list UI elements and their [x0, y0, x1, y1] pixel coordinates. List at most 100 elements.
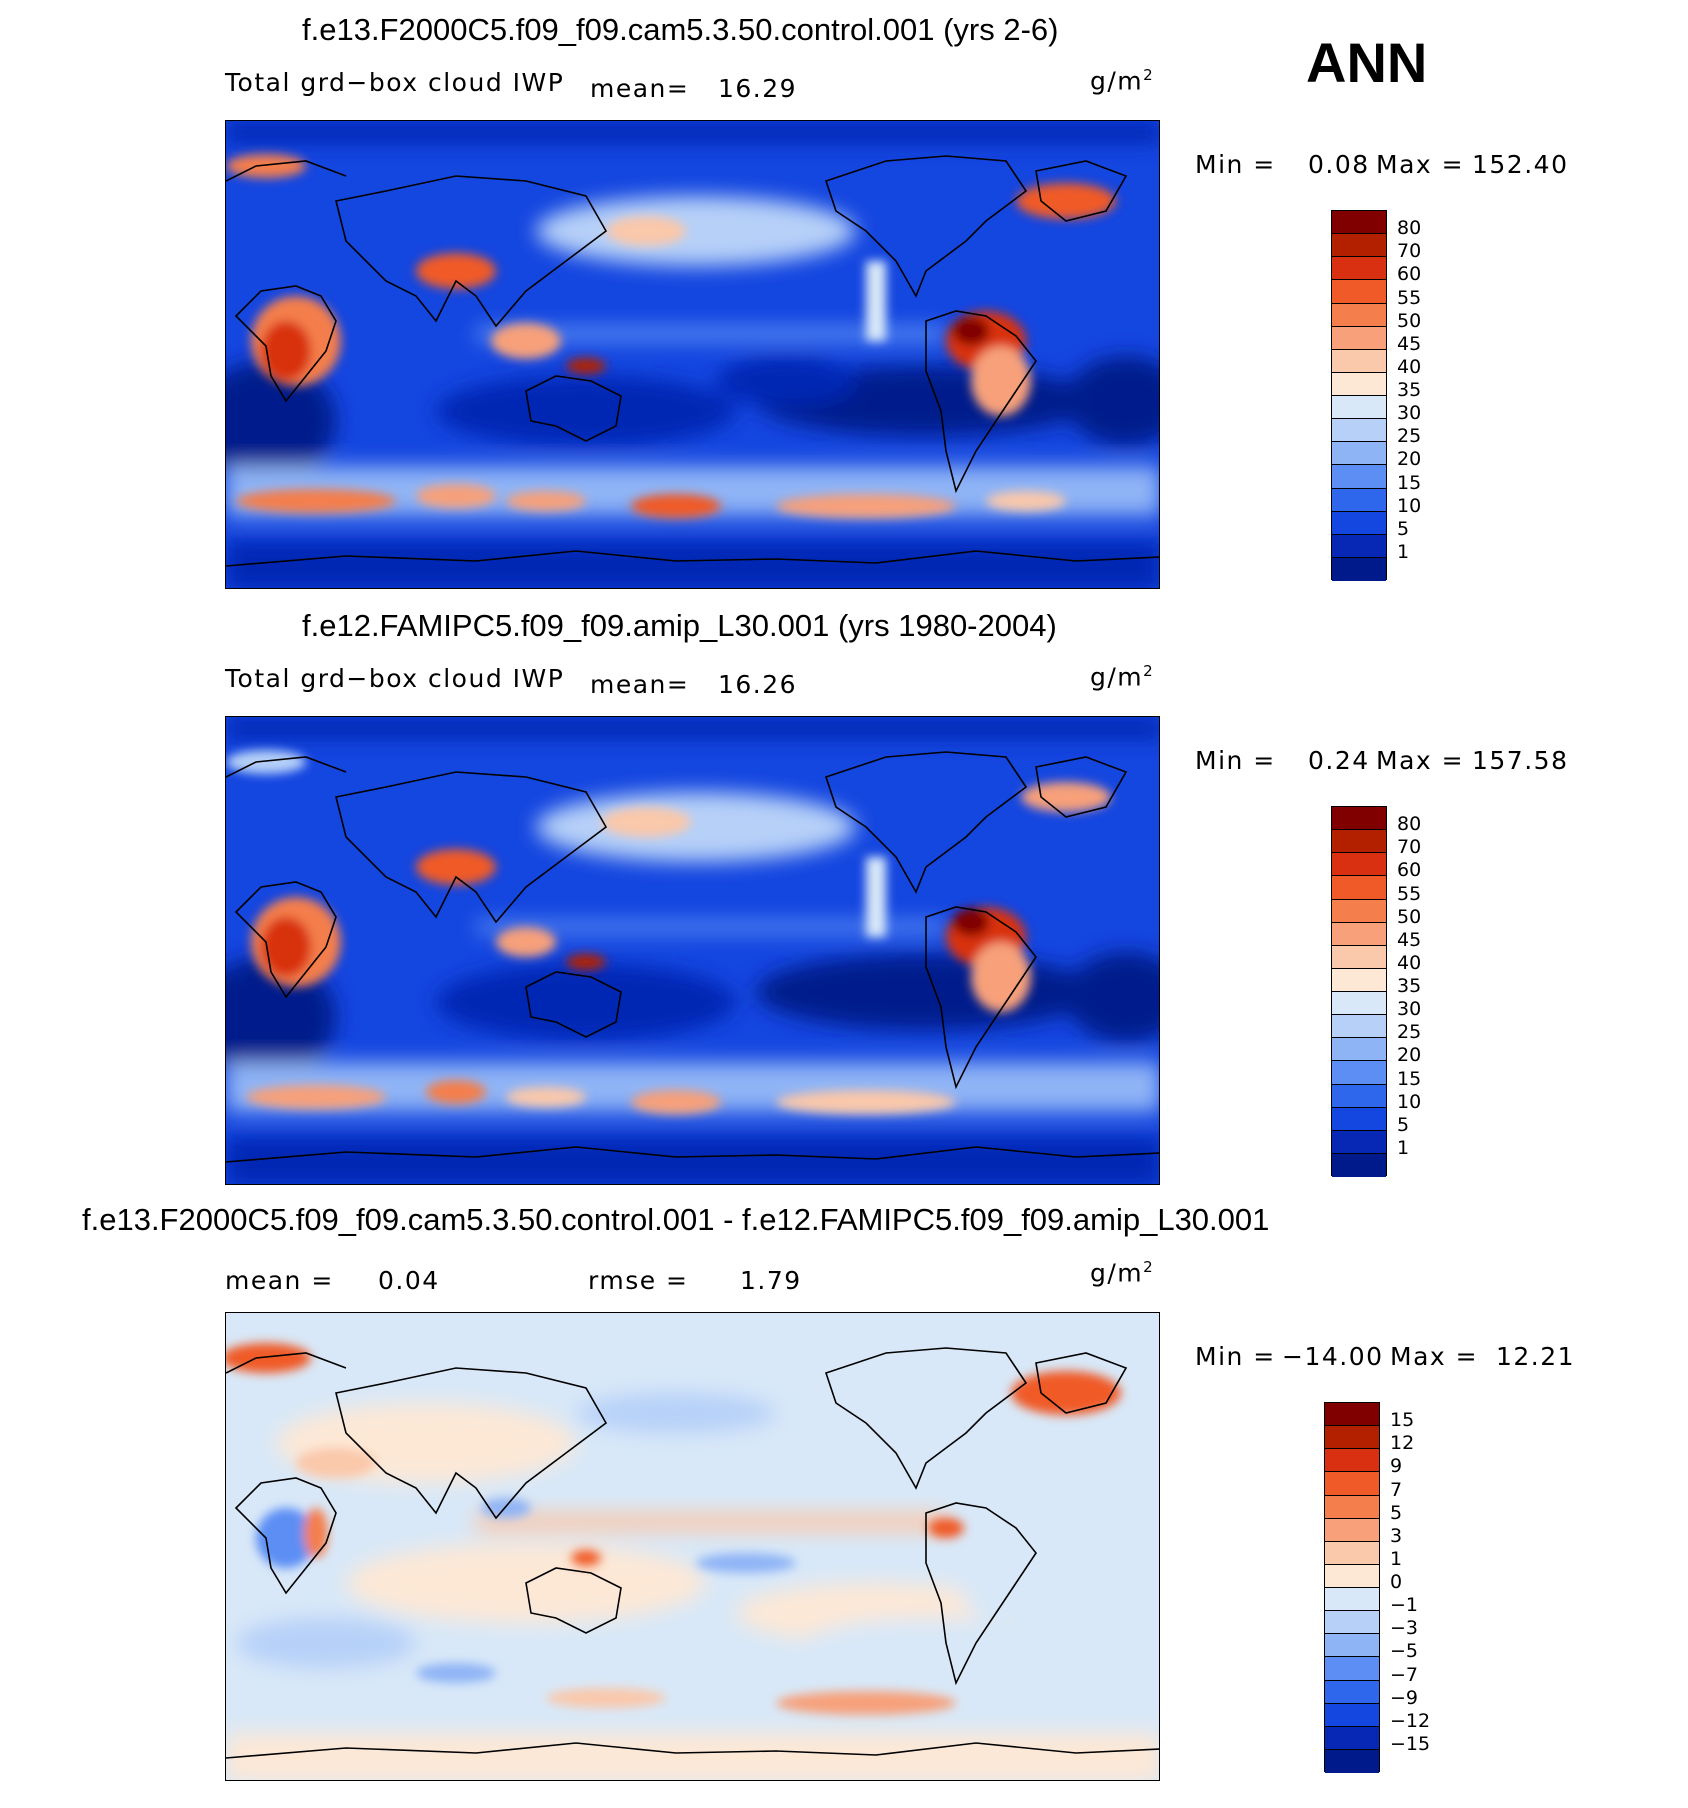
- colorbar-box: [1325, 1472, 1379, 1496]
- mean-label: mean=: [590, 74, 690, 103]
- colorbar-box: [1325, 1495, 1379, 1519]
- colorbar-tick-label: 1: [1390, 1547, 1403, 1570]
- colorbar-box: [1332, 442, 1386, 466]
- colorbar-box: [1332, 1084, 1386, 1108]
- max-label: Max =: [1376, 746, 1465, 775]
- colorbar-box: [1332, 557, 1386, 581]
- colorbar-tick-label: 10: [1397, 494, 1422, 517]
- colorbar-box: [1325, 1634, 1379, 1658]
- colorbar-tick-label: 30: [1397, 998, 1422, 1021]
- colorbar-tick-label: 7: [1390, 1478, 1403, 1501]
- colorbar-tick-label: 0: [1390, 1571, 1403, 1593]
- max-value: 152.40: [1472, 150, 1569, 179]
- colorbar-tick-label: 15: [1390, 1409, 1415, 1432]
- colorbar-box: [1332, 396, 1386, 420]
- colorbar-box: [1332, 534, 1386, 558]
- min-value: 0.08: [1308, 150, 1370, 179]
- colorbar-tick-label: −12: [1390, 1709, 1431, 1732]
- colorbar-tick-label: 40: [1397, 355, 1422, 378]
- colorbar-box: [1325, 1680, 1379, 1704]
- heatmap-case: [226, 121, 1159, 588]
- colorbar-tick-label: 20: [1397, 448, 1422, 471]
- colorbar-tick-label: 15: [1397, 471, 1422, 494]
- colorbar-control: [1331, 806, 1387, 1177]
- colorbar-tick-label: 35: [1397, 379, 1422, 401]
- mean-value: 16.26: [718, 670, 798, 699]
- colorbar-box: [1332, 1130, 1386, 1154]
- colorbar-box: [1332, 922, 1386, 946]
- colorbar-tick-label: 9: [1390, 1455, 1403, 1478]
- colorbar-tick-label: 50: [1397, 905, 1422, 928]
- colorbar-tick-label: 60: [1397, 859, 1422, 882]
- colorbar-box: [1332, 326, 1386, 350]
- colorbar-box: [1332, 1038, 1386, 1062]
- min-label: Min =: [1195, 150, 1276, 179]
- colorbar-tick-label: 30: [1397, 402, 1422, 425]
- colorbar-box: [1332, 1153, 1386, 1177]
- panel-title: f.e12.FAMIPC5.f09_f09.amip_L30.001 (yrs …: [302, 608, 1057, 643]
- colorbar-box: [1332, 234, 1386, 258]
- colorbar-box: [1325, 1403, 1379, 1427]
- min-value: −14.00: [1282, 1342, 1384, 1371]
- colorbar-box: [1325, 1518, 1379, 1542]
- colorbar-box: [1332, 807, 1386, 831]
- colorbar-tick-label: 50: [1397, 309, 1422, 332]
- colorbar-tick-label: 5: [1390, 1501, 1403, 1524]
- colorbar-box: [1332, 992, 1386, 1016]
- colorbar-box: [1325, 1611, 1379, 1635]
- max-value: 12.21: [1496, 1342, 1576, 1371]
- colorbar-tick-label: 80: [1397, 813, 1422, 836]
- colorbar-tick-label: 1: [1397, 1136, 1410, 1159]
- colorbar-tick-label: 80: [1397, 217, 1422, 240]
- colorbar-box: [1332, 853, 1386, 877]
- colorbar-box: [1325, 1564, 1379, 1588]
- colorbar-box: [1332, 1107, 1386, 1131]
- max-value: 157.58: [1472, 746, 1569, 775]
- panel-title: f.e13.F2000C5.f09_f09.cam5.3.50.control.…: [82, 1202, 1270, 1237]
- colorbar-tick-label: 70: [1397, 836, 1422, 859]
- colorbar-tick-label: −3: [1390, 1617, 1419, 1640]
- colorbar-box: [1332, 303, 1386, 327]
- colorbar-box: [1332, 488, 1386, 512]
- colorbar-box: [1325, 1588, 1379, 1612]
- colorbar-tick-label: 15: [1397, 1067, 1422, 1090]
- colorbar-boxes: [1325, 1403, 1379, 1773]
- colorbar-tick-label: 3: [1390, 1524, 1403, 1547]
- season-label: ANN: [1306, 31, 1428, 94]
- colorbar-tick-label: 12: [1390, 1432, 1415, 1455]
- rmse-value: 1.79: [740, 1266, 802, 1295]
- colorbar-diff: [1324, 1402, 1380, 1773]
- colorbar-box: [1332, 830, 1386, 854]
- colorbar-tick-label: 60: [1397, 263, 1422, 286]
- mean-label: mean =: [225, 1266, 334, 1295]
- max-label: Max =: [1390, 1342, 1479, 1371]
- colorbar-tick-label: 45: [1397, 928, 1422, 951]
- variable-label: Total grd−box cloud IWP: [225, 664, 565, 693]
- colorbar-boxes: [1332, 211, 1386, 581]
- colorbar-tick-label: 70: [1397, 240, 1422, 263]
- min-label: Min =: [1195, 746, 1276, 775]
- colorbar-box: [1332, 211, 1386, 235]
- colorbar-box: [1325, 1749, 1379, 1773]
- colorbar-tick-label: −9: [1390, 1686, 1419, 1709]
- panel-title: f.e13.F2000C5.f09_f09.cam5.3.50.control.…: [302, 12, 1059, 47]
- units-label: g/m2: [1090, 66, 1155, 96]
- colorbar-box: [1332, 372, 1386, 396]
- map-diff: [225, 1312, 1160, 1781]
- colorbar-box: [1325, 1541, 1379, 1565]
- colorbar-tick-label: 20: [1397, 1044, 1422, 1067]
- colorbar-box: [1332, 968, 1386, 992]
- colorbar-box: [1332, 511, 1386, 535]
- colorbar-box: [1332, 1015, 1386, 1039]
- units-label: g/m2: [1090, 1258, 1155, 1288]
- colorbar-box: [1332, 280, 1386, 304]
- colorbar-box: [1325, 1426, 1379, 1450]
- colorbar-box: [1332, 1061, 1386, 1085]
- colorbar-box: [1332, 876, 1386, 900]
- colorbar-box: [1325, 1449, 1379, 1473]
- colorbar-boxes: [1332, 807, 1386, 1177]
- colorbar-box: [1325, 1657, 1379, 1681]
- colorbar-box: [1325, 1726, 1379, 1750]
- colorbar-tick-label: 25: [1397, 425, 1422, 448]
- rmse-label: rmse =: [588, 1266, 689, 1295]
